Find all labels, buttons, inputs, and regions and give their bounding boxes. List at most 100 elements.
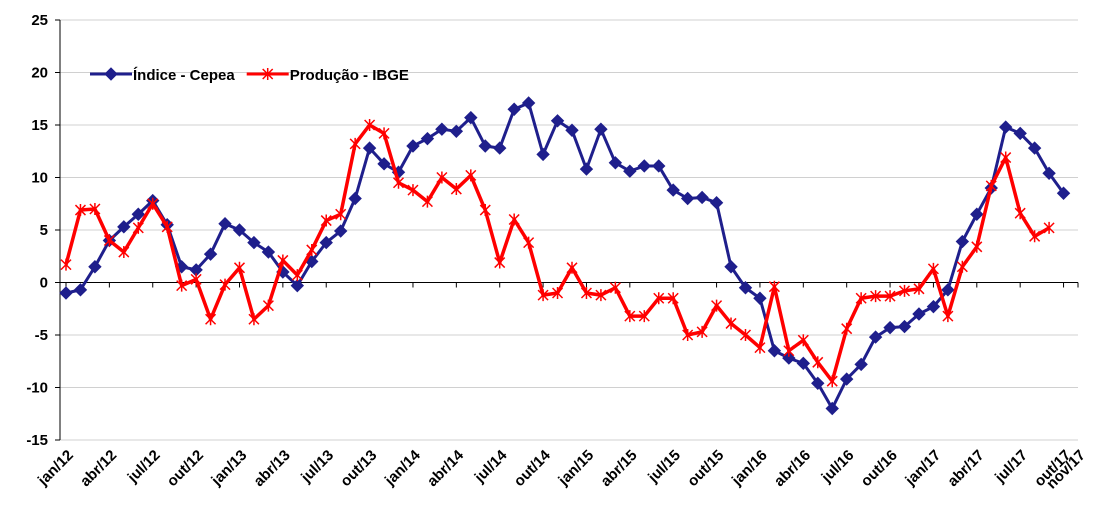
marker [680, 191, 695, 206]
x-tick-label: jul/16 [818, 447, 858, 487]
y-tick-label: 10 [31, 170, 48, 187]
marker [724, 260, 738, 274]
marker [913, 282, 925, 295]
marker [377, 157, 391, 171]
marker [59, 286, 73, 300]
marker [955, 234, 970, 249]
marker [739, 329, 752, 341]
x-tick-label: out/15 [684, 447, 727, 490]
marker [117, 220, 131, 234]
y-tick-label: -15 [26, 432, 48, 449]
marker [579, 162, 594, 176]
legend-label: Produção - IBGE [290, 67, 409, 84]
marker [855, 292, 867, 305]
marker [999, 120, 1013, 134]
marker [131, 207, 145, 221]
marker [667, 292, 679, 305]
marker [811, 376, 825, 391]
marker [89, 203, 101, 215]
y-tick-label: 5 [40, 222, 48, 239]
marker [637, 159, 651, 173]
y-tick-label: -10 [26, 380, 48, 397]
x-tick-label: jul/17 [991, 447, 1031, 487]
x-tick-label: jan/13 [208, 447, 251, 490]
marker [566, 261, 578, 274]
x-tick-label: out/12 [164, 447, 207, 490]
marker [682, 329, 694, 341]
marker [595, 289, 607, 302]
x-tick-label: jul/12 [124, 447, 164, 487]
marker [870, 290, 882, 303]
marker [333, 224, 348, 238]
marker [262, 68, 274, 80]
marker [565, 123, 579, 137]
marker [176, 279, 188, 292]
marker [783, 344, 795, 357]
y-tick-label: 0 [40, 275, 48, 292]
marker [507, 102, 521, 116]
marker [926, 299, 941, 314]
marker [797, 334, 809, 347]
x-tick-label: jan/14 [381, 446, 424, 489]
marker [493, 141, 507, 155]
marker [912, 307, 926, 321]
x-tick-label: abr/13 [250, 447, 293, 490]
marker [608, 156, 623, 170]
marker [1056, 186, 1071, 200]
marker [884, 290, 896, 303]
marker [362, 141, 377, 155]
marker [768, 280, 780, 293]
marker [335, 208, 347, 221]
marker [638, 310, 650, 323]
marker [290, 278, 305, 293]
marker [248, 313, 260, 326]
marker [233, 261, 246, 274]
marker [956, 260, 968, 273]
marker [550, 114, 565, 128]
marker [320, 214, 332, 227]
marker [711, 299, 723, 312]
marker [219, 278, 231, 291]
marker [796, 356, 811, 371]
marker [364, 119, 376, 131]
marker [839, 372, 854, 386]
x-tick-label: out/14 [511, 446, 555, 490]
legend-label: Índice - Cepea [133, 67, 235, 84]
marker [104, 67, 118, 81]
x-tick-label: jul/14 [471, 446, 511, 486]
marker [421, 195, 433, 208]
marker [420, 131, 435, 146]
marker [653, 292, 665, 305]
marker [841, 322, 853, 335]
marker [725, 317, 737, 330]
x-tick-label: jan/17 [901, 447, 944, 490]
marker [218, 216, 232, 231]
marker [435, 122, 449, 136]
marker [147, 197, 159, 210]
x-tick-label: out/16 [858, 447, 901, 490]
y-tick-label: 15 [31, 117, 48, 134]
marker [74, 204, 86, 217]
marker [941, 283, 955, 297]
marker [1042, 166, 1056, 181]
marker [580, 287, 592, 299]
marker [897, 319, 912, 334]
marker [348, 191, 362, 206]
x-tick-label: abr/12 [77, 447, 120, 490]
marker [782, 351, 796, 365]
marker [190, 273, 202, 286]
marker [609, 281, 621, 294]
marker [942, 310, 954, 323]
marker [378, 127, 390, 140]
marker [652, 159, 666, 173]
marker [494, 256, 506, 269]
marker [753, 291, 767, 305]
marker [262, 299, 274, 312]
marker [508, 213, 520, 226]
marker [247, 235, 261, 250]
series-line [65, 101, 1065, 410]
marker [479, 204, 491, 217]
marker [478, 139, 492, 153]
marker [450, 183, 462, 196]
marker [60, 258, 72, 271]
